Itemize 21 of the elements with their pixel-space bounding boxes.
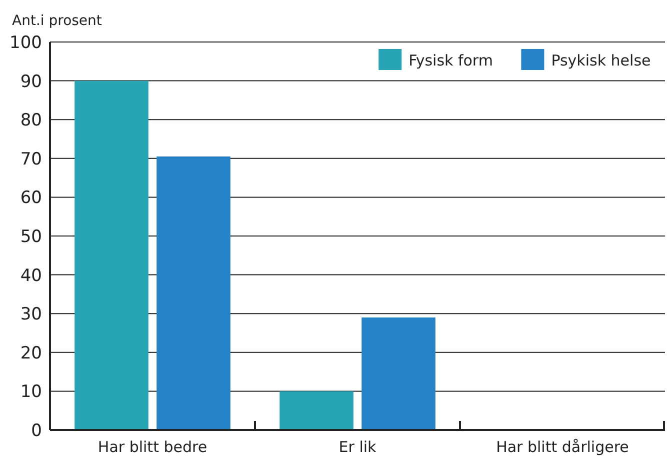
y-tick-label: 30: [20, 304, 42, 325]
y-tick-label: 100: [10, 32, 42, 53]
legend-label: Fysisk form: [408, 51, 493, 70]
y-tick-label: 40: [20, 266, 42, 286]
y-tick-label: 10: [20, 382, 42, 402]
y-tick-label: 80: [20, 110, 42, 131]
bar: [156, 156, 230, 430]
y-tick-label: 50: [20, 226, 42, 247]
y-tick-label: 90: [20, 72, 42, 92]
bar: [280, 391, 354, 430]
y-tick-label: 70: [20, 149, 42, 170]
y-axis-title: Ant.i prosent: [12, 13, 102, 29]
x-tick-label: Har blitt bedre: [98, 438, 208, 456]
y-tick-label: 20: [20, 343, 42, 364]
y-tick-label: 60: [20, 188, 42, 208]
legend-label: Psykisk helse: [551, 51, 651, 70]
x-tick-label: Er lik: [338, 438, 377, 456]
bar: [74, 80, 148, 430]
x-tick-label: Har blitt dårligere: [496, 438, 629, 456]
bar: [362, 317, 436, 430]
y-tick-label: 0: [31, 420, 42, 441]
